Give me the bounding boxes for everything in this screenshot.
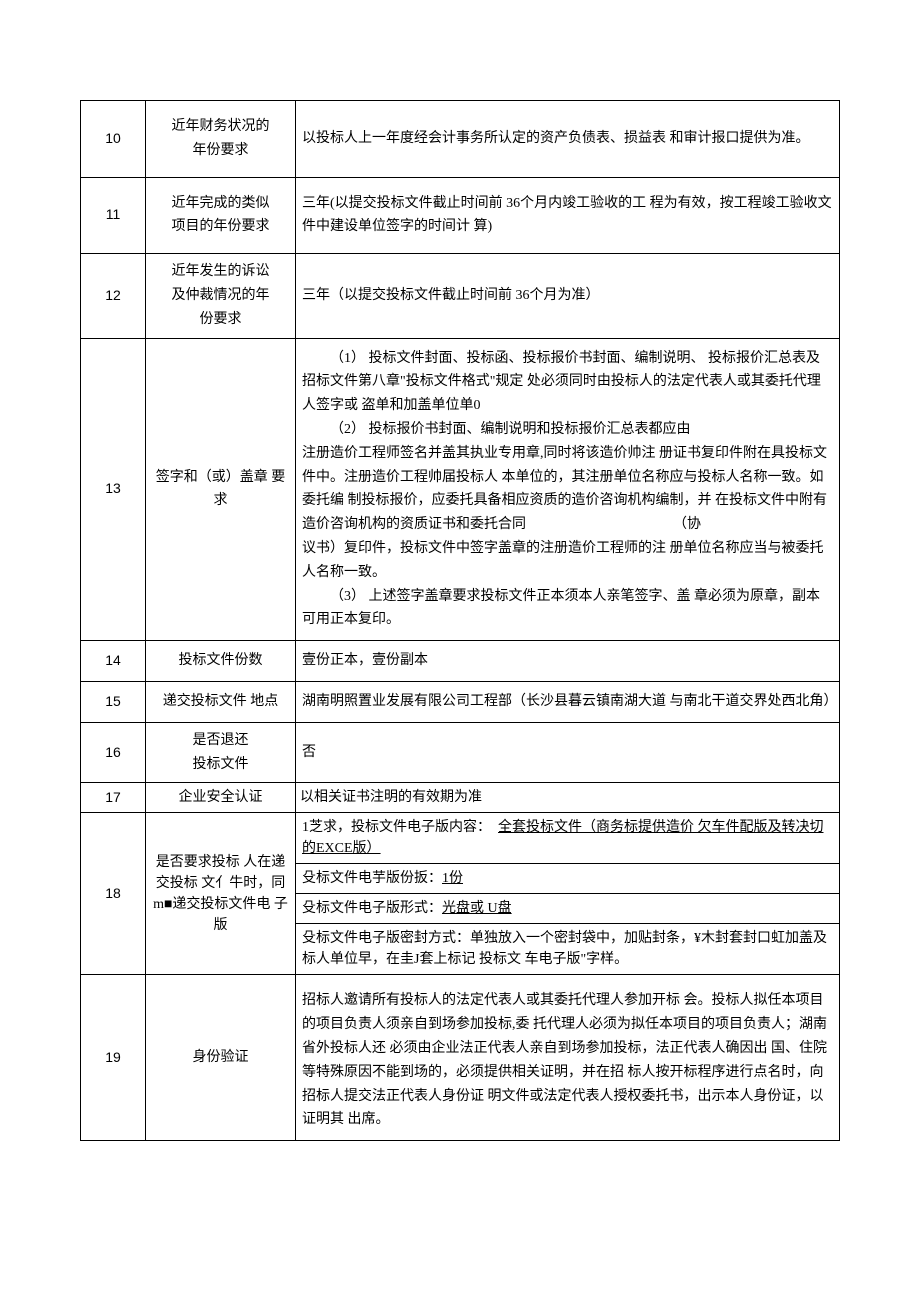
row-label: 企业安全认证: [146, 783, 296, 813]
row-number: 14: [81, 641, 146, 682]
row-number: 16: [81, 722, 146, 783]
row-number: 13: [81, 338, 146, 641]
row-label: 是否要求投标 人在递交投标 文亻牛时，同m■递交投标文件电 子版: [146, 813, 296, 975]
inner-table: 1芝求，投标文件电子版内容： 全套投标文件（商务标提供造价 欠车件配版及转决切的…: [296, 813, 839, 974]
table-row: 16 是否退还 投标文件 否: [81, 722, 840, 783]
row-content: 壹份正本，壹份副本: [296, 641, 840, 682]
table-row: 19 身份验证 招标人邀请所有投标人的法定代表人或其委托代理人参加开标 会。投标…: [81, 975, 840, 1141]
row-number: 10: [81, 101, 146, 178]
row-number: 11: [81, 177, 146, 254]
row-label: 签字和（或）盖章 要求: [146, 338, 296, 641]
inner-row: 殳标文件电子版密封方式：单独放入一个密封袋中，加贴封条，¥木封套封口虹加盖及标人…: [296, 924, 839, 975]
row-number: 19: [81, 975, 146, 1141]
row-label: 投标文件份数: [146, 641, 296, 682]
row-label: 是否退还 投标文件: [146, 722, 296, 783]
row-content: 招标人邀请所有投标人的法定代表人或其委托代理人参加开标 会。投标人拟任本项目的项…: [296, 975, 840, 1141]
row-content: 以投标人上一年度经会计事务所认定的资产负债表、损益表 和审计报口提供为准。: [296, 101, 840, 178]
row-label: 递交投标文件 地点: [146, 681, 296, 722]
row-content: 以相关证书注明的有效期为准: [296, 783, 840, 813]
row-label: 身份验证: [146, 975, 296, 1141]
row-label: 近年完成的类似 项目的年份要求: [146, 177, 296, 254]
paragraph: （1） 投标文件封面、投标函、投标报价书封面、编制说明、 投标报价汇总表及招标文…: [302, 347, 833, 418]
table-row: 17 企业安全认证 以相关证书注明的有效期为准: [81, 783, 840, 813]
text: 殳标文件电芋版份扳：: [302, 871, 442, 886]
paragraph: 议书）复印件，投标文件中签字盖章的注册造价工程师的注 册单位名称应当与被委托人名…: [302, 537, 833, 585]
table-row: 14 投标文件份数 壹份正本，壹份副本: [81, 641, 840, 682]
paragraph: （2） 投标报价书封面、编制说明和投标报价汇总表都应由: [302, 418, 833, 442]
requirements-table: 10 近年财务状况的 年份要求 以投标人上一年度经会计事务所认定的资产负债表、损…: [80, 100, 840, 1141]
row-label: 近年发生的诉讼 及仲裁情况的年 份要求: [146, 254, 296, 338]
text: 殳标文件电子版密封方式：单独放入一个密封袋中，加贴封条，¥木封套封口虹加盖及标人…: [296, 924, 839, 975]
row-number: 18: [81, 813, 146, 975]
row-content: （1） 投标文件封面、投标函、投标报价书封面、编制说明、 投标报价汇总表及招标文…: [296, 338, 840, 641]
paragraph: 注册造价工程师签名并盖其执业专用章,同时将该造价帅注 册证书复印件附在具投标文件…: [302, 442, 833, 537]
table-row: 18 是否要求投标 人在递交投标 文亻牛时，同m■递交投标文件电 子版 1芝求，…: [81, 813, 840, 975]
inner-row: 殳标文件电子版形式：光盘或 U盘: [296, 894, 839, 924]
row-content: 湖南明照置业发展有限公司工程部（长沙县暮云镇南湖大道 与南北干道交界处西北角）: [296, 681, 840, 722]
paragraph: （3） 上述签字盖章要求投标文件正本须本人亲笔签字、盖 章必须为原章，副本可用正…: [302, 585, 833, 633]
underlined-text: 光盘或 U盘: [442, 901, 512, 916]
inner-row: 殳标文件电芋版份扳：1份: [296, 864, 839, 894]
row-content: 三年(以提交投标文件截止时间前 36个月内竣工验收的工 程为有效，按工程竣工验收…: [296, 177, 840, 254]
underlined-text: 1份: [442, 871, 463, 886]
table-row: 10 近年财务状况的 年份要求 以投标人上一年度经会计事务所认定的资产负债表、损…: [81, 101, 840, 178]
row-content: 否: [296, 722, 840, 783]
table-row: 11 近年完成的类似 项目的年份要求 三年(以提交投标文件截止时间前 36个月内…: [81, 177, 840, 254]
table-row: 12 近年发生的诉讼 及仲裁情况的年 份要求 三年（以提交投标文件截止时间前 3…: [81, 254, 840, 338]
row-number: 17: [81, 783, 146, 813]
table-row: 13 签字和（或）盖章 要求 （1） 投标文件封面、投标函、投标报价书封面、编制…: [81, 338, 840, 641]
inner-row: 1芝求，投标文件电子版内容： 全套投标文件（商务标提供造价 欠车件配版及转决切的…: [296, 813, 839, 864]
row-label: 近年财务状况的 年份要求: [146, 101, 296, 178]
table-row: 15 递交投标文件 地点 湖南明照置业发展有限公司工程部（长沙县暮云镇南湖大道 …: [81, 681, 840, 722]
text: 殳标文件电子版形式：: [302, 901, 442, 916]
row-content: 三年（以提交投标文件截止时间前 36个月为准）: [296, 254, 840, 338]
text: 1芝求，投标文件电子版内容：: [302, 820, 491, 835]
row-content: 1芝求，投标文件电子版内容： 全套投标文件（商务标提供造价 欠车件配版及转决切的…: [296, 813, 840, 975]
row-number: 15: [81, 681, 146, 722]
row-number: 12: [81, 254, 146, 338]
